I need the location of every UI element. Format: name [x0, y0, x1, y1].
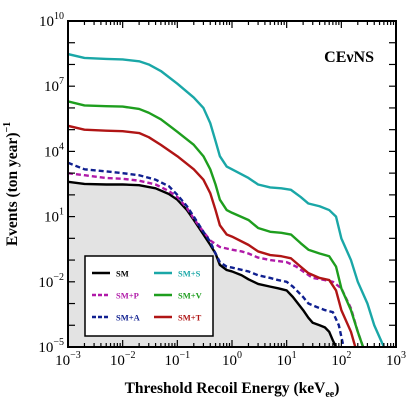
annotation-cevns: CEνNS [324, 49, 374, 66]
x-tick-label: 10−3 [55, 350, 81, 369]
x-tick-label: 100 [222, 350, 242, 369]
y-axis-label-main: Events (ton year) [4, 133, 21, 247]
x-axis-label-main: Threshold Recoil Energy (keV [125, 380, 327, 397]
y-tick-label: 107 [44, 76, 64, 95]
y-tick-label: 10−5 [38, 337, 64, 356]
x-tick-label: 10−1 [165, 350, 191, 369]
y-tick-label: 101 [44, 207, 64, 226]
x-axis-label-subscript: ee [325, 389, 334, 400]
x-tick-label: 101 [277, 350, 297, 369]
x-axis-label: Threshold Recoil Energy (keVee) [125, 380, 340, 400]
legend-label-sm-plus-p: SM+P [116, 291, 139, 301]
y-axis-label-superscript: −1 [2, 122, 13, 133]
line-sm-plus-t [68, 124, 357, 347]
legend-label-sm: SM [116, 269, 129, 279]
x-tick-label: 102 [331, 350, 351, 369]
legend-label-sm-plus-s: SM+S [178, 269, 201, 279]
y-tick-label: 1010 [39, 11, 64, 30]
legend-label-sm-plus-t: SM+T [178, 313, 202, 323]
line-sm-plus-v [68, 100, 365, 347]
y-tick-label: 104 [44, 141, 64, 160]
axis-ticks [67, 20, 397, 348]
y-axis-label: Events (ton year)−1 [2, 122, 21, 246]
x-tick-label: 103 [386, 350, 406, 369]
y-tick-label: 10−2 [38, 272, 64, 291]
legend-label-sm-plus-a: SM+A [116, 313, 141, 323]
tick-labels: 10−3 10−2 10−1 100 101 102 103 10−5 10−2 101 104 10… [38, 11, 406, 369]
legend-box [84, 255, 214, 337]
series-lines [68, 52, 385, 347]
legend: SM SM+S SM+P SM+V SM+A SM+T [84, 255, 214, 337]
line-sm-plus-p [68, 171, 365, 347]
line-sm-plus-s [68, 52, 385, 347]
line-sm [68, 180, 338, 347]
line-sm-plus-a [68, 161, 345, 347]
x-axis-label-close: ) [334, 380, 339, 397]
x-tick-label: 10−2 [110, 350, 136, 369]
legend-label-sm-plus-v: SM+V [178, 291, 203, 301]
